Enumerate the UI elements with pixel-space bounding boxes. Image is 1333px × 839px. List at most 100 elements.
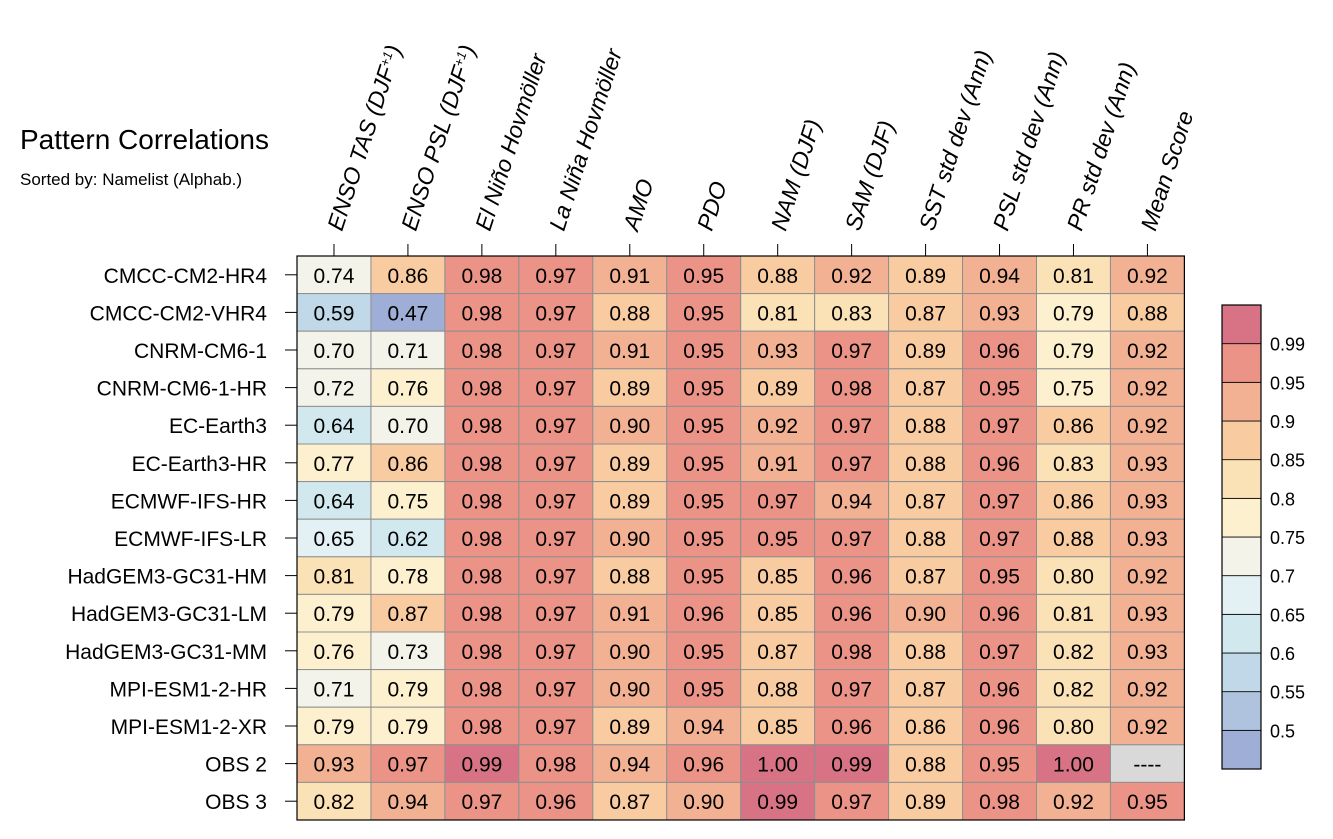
- cell-value-label: 0.95: [683, 453, 724, 476]
- cell-value-label: 0.82: [1053, 641, 1094, 664]
- cell-value-label: 0.97: [831, 791, 872, 814]
- cell-value-label: 0.89: [609, 716, 650, 739]
- cell-value-label: 0.94: [683, 716, 724, 739]
- heatmap-cell: [1109, 781, 1185, 821]
- heatmap-cell: [814, 593, 890, 633]
- cell-value-label: 0.98: [461, 302, 502, 325]
- cell-value-label: 0.97: [979, 528, 1020, 551]
- cell-value-label: 0.98: [461, 603, 502, 626]
- cell-value-label: 0.79: [1053, 302, 1094, 325]
- heatmap-cell: [740, 330, 816, 370]
- cell-value-label: 0.93: [979, 302, 1020, 325]
- colorbar-tick-label: 0.55: [1270, 683, 1305, 703]
- cell-value-label: 0.64: [314, 490, 355, 513]
- cell-value-label: 0.93: [1127, 603, 1168, 626]
- cell-value-label: 0.91: [609, 340, 650, 363]
- cell-value-label: 0.89: [905, 791, 946, 814]
- cell-value-label: 0.97: [979, 415, 1020, 438]
- heatmap-cell: [592, 556, 668, 595]
- heatmap-cell: [296, 443, 372, 483]
- cell-value-label: 0.77: [314, 453, 355, 476]
- cell-value-label: 0.82: [1053, 678, 1094, 701]
- cell-value-label: 0.92: [1127, 678, 1168, 701]
- heatmap-cell: [592, 669, 668, 708]
- heatmap-cell: [666, 405, 742, 445]
- cell-value-label: 0.91: [757, 453, 798, 476]
- heatmap-cell: [888, 556, 964, 595]
- cell-value-label: 0.96: [683, 754, 724, 777]
- cell-value-label: 0.97: [831, 528, 872, 551]
- cell-value-label: 0.92: [1127, 566, 1168, 589]
- cell-value-label: 0.87: [905, 678, 946, 701]
- heatmap-cell: [296, 368, 372, 407]
- cell-value-label: 0.62: [387, 528, 428, 551]
- colorbar-segment: [1221, 304, 1262, 345]
- cell-value-label: 0.98: [461, 528, 502, 551]
- cell-value-label: 0.93: [1127, 528, 1168, 551]
- cell-value-label: 0.72: [314, 378, 355, 401]
- cell-value-label: 0.97: [831, 415, 872, 438]
- cell-value-label: 0.97: [461, 791, 502, 814]
- heatmap-cell: [444, 781, 520, 821]
- heatmap-cell: [962, 255, 1037, 295]
- colorbar-segment: [1221, 575, 1262, 615]
- heatmap-cell: [666, 293, 742, 332]
- row-label: EC-Earth3: [169, 415, 267, 438]
- heatmap-cell: [1036, 293, 1111, 332]
- cell-value-label: 0.88: [905, 754, 946, 777]
- heatmap-cell: [518, 518, 594, 558]
- heatmap-cell: [296, 255, 372, 295]
- cell-value-label: 0.98: [831, 641, 872, 664]
- cell-value-label: 0.98: [831, 378, 872, 401]
- column-label: SST std dev (Ann): [914, 47, 997, 234]
- cell-value-label: 0.96: [831, 566, 872, 589]
- cell-value-label: 0.96: [831, 603, 872, 626]
- column-label: PR std dev (Ann): [1062, 59, 1141, 234]
- cell-value-label: 0.96: [979, 603, 1020, 626]
- cell-value-label: 0.89: [905, 265, 946, 288]
- cell-value-label: 0.98: [461, 415, 502, 438]
- cell-value-label: 0.97: [535, 678, 576, 701]
- cell-value-label: 0.92: [1127, 340, 1168, 363]
- heatmap-cell: [666, 781, 742, 821]
- colorbar-tick-label: 0.9: [1270, 412, 1295, 432]
- column-label: ENSO PSL (DJF+1): [396, 42, 480, 234]
- cell-value-label: 0.91: [609, 603, 650, 626]
- cell-value-label: 0.88: [905, 528, 946, 551]
- cell-value-label: 0.97: [387, 754, 428, 777]
- cell-value-label: 0.96: [831, 716, 872, 739]
- cell-value-label: 0.86: [1053, 415, 1094, 438]
- heatmap-cell: [518, 556, 594, 595]
- cell-value-label: 0.97: [535, 378, 576, 401]
- cell-value-label: 0.92: [831, 265, 872, 288]
- page-title: Pattern Correlations: [20, 124, 270, 155]
- column-label: La Niña Hovmöller: [544, 44, 628, 233]
- column-label: PDO: [692, 178, 732, 234]
- heatmap-cell: [740, 744, 816, 783]
- heatmap-cell: [962, 443, 1037, 483]
- cell-value-label: 0.97: [979, 641, 1020, 664]
- cell-value-label: 0.79: [314, 603, 355, 626]
- heatmap-cell: [592, 518, 668, 558]
- heatmap-cell: [444, 405, 520, 445]
- colorbar-segment: [1221, 613, 1262, 654]
- row-label: CMCC-CM2-HR4: [104, 265, 268, 288]
- cell-value-label: 0.95: [683, 678, 724, 701]
- cell-value-label: 0.87: [387, 603, 428, 626]
- cell-value-label: 0.97: [831, 453, 872, 476]
- cell-value-label: 0.85: [757, 716, 798, 739]
- heatmap-cell: [518, 481, 594, 520]
- heatmap-cell: [814, 518, 890, 558]
- heatmap-cell: [1109, 631, 1185, 671]
- colorbar-tick-label: 0.5: [1270, 721, 1295, 741]
- cell-value-label: 0.97: [757, 490, 798, 513]
- heatmap-cell: [296, 631, 372, 671]
- heatmap-cell: [888, 405, 964, 445]
- heatmap-cell: [296, 481, 372, 520]
- cell-value-label: 0.96: [535, 791, 576, 814]
- cell-value-label: 0.86: [387, 453, 428, 476]
- cell-value-label: 0.95: [683, 566, 724, 589]
- cell-value-label: 0.93: [1127, 453, 1168, 476]
- cell-value-label: 0.76: [387, 378, 428, 401]
- row-label: ECMWF-IFS-HR: [111, 490, 267, 513]
